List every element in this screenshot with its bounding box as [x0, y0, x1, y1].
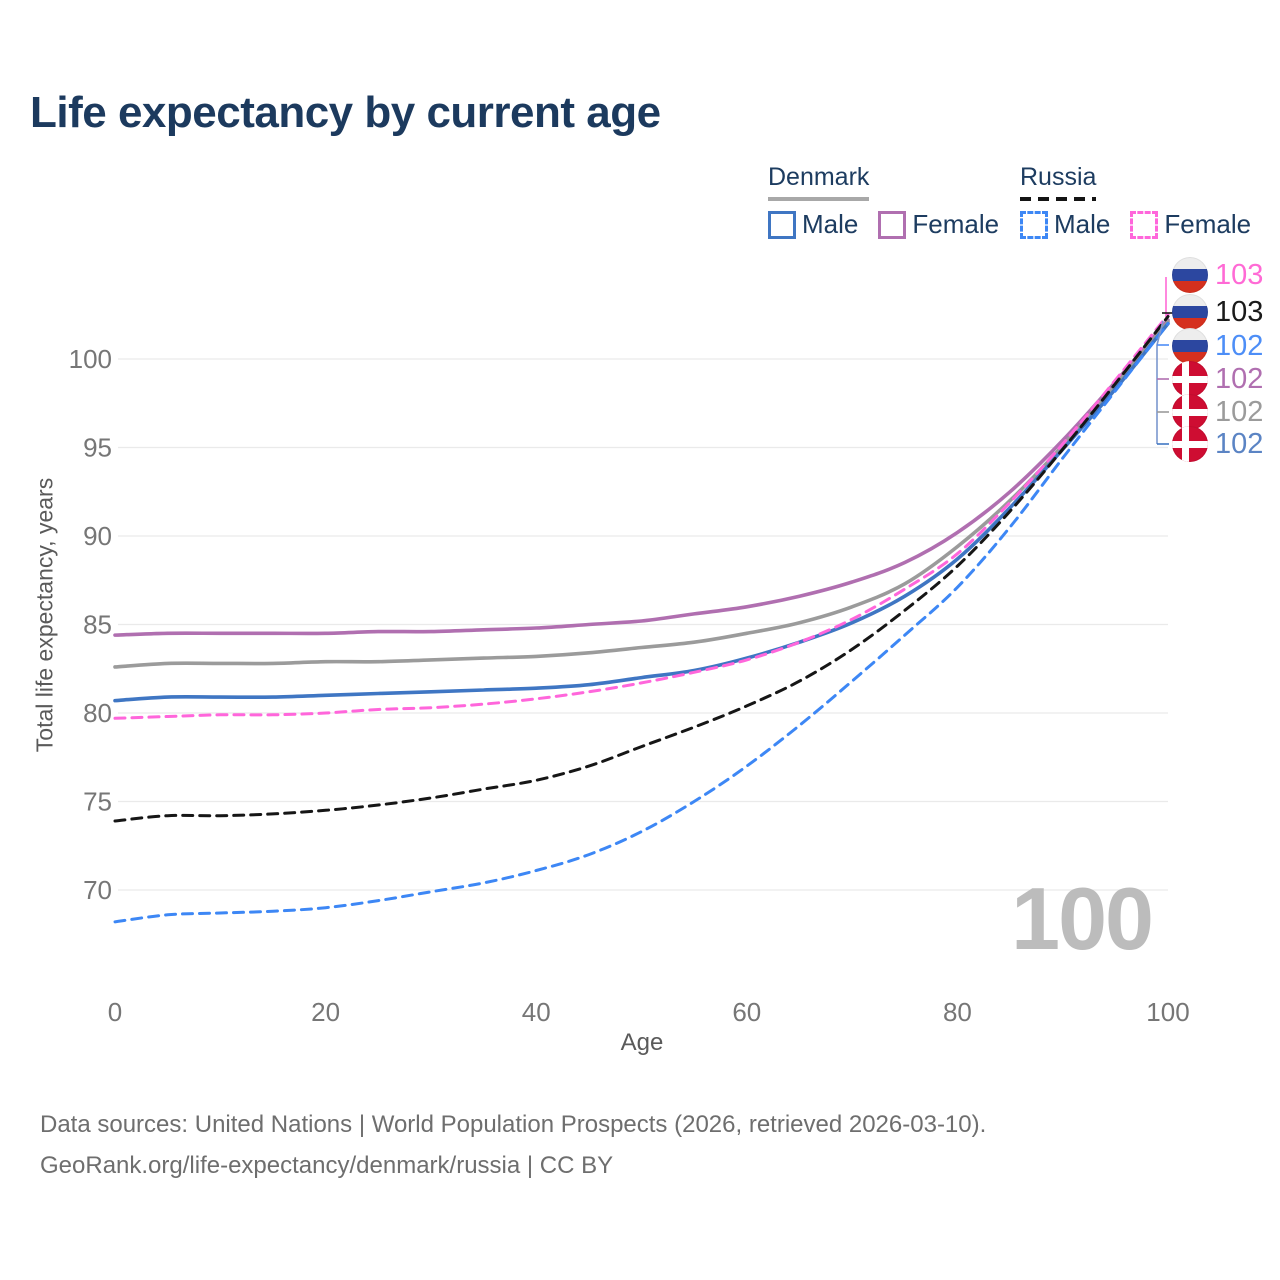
legend-items: Male Female — [768, 209, 999, 240]
end-label-value: 103 — [1215, 295, 1264, 328]
y-tick-label: 90 — [83, 521, 112, 551]
y-tick-label: 95 — [83, 433, 112, 463]
leader-bracket — [1156, 320, 1164, 444]
end-label-russia-female: 103 — [1172, 256, 1263, 294]
series-line-russia-female — [113, 313, 1170, 720]
legend-dashed-rule — [1020, 197, 1096, 201]
series-line-russia-male — [113, 322, 1170, 924]
y-axis-title: Total life expectancy, years — [31, 477, 58, 753]
x-tick-label: 100 — [1146, 997, 1189, 1027]
legend-item-russia-male[interactable]: Male — [1020, 209, 1110, 240]
legend-group-title: Russia — [1020, 163, 1097, 191]
denmark-flag-icon — [1172, 361, 1208, 397]
end-label-denmark-male: 102 — [1172, 425, 1263, 463]
legend-item-label: Male — [1054, 209, 1111, 239]
end-label-denmark-total: 102 — [1172, 393, 1263, 431]
end-label-value: 102 — [1215, 362, 1264, 395]
legend-item-denmark-male[interactable]: Male — [768, 209, 858, 240]
end-label-value: 102 — [1215, 329, 1264, 362]
x-tick-label: 20 — [311, 997, 340, 1027]
y-tick-label: 100 — [69, 344, 112, 374]
legend-item-label: Male — [802, 209, 859, 239]
x-tick-label: 0 — [108, 997, 122, 1027]
series-line-denmark-total — [113, 320, 1170, 669]
legend-swatch-icon — [1020, 210, 1048, 239]
end-label-value: 103 — [1215, 258, 1264, 291]
x-tick-label: 80 — [943, 997, 972, 1027]
end-label-russia-male: 102 — [1172, 327, 1263, 365]
x-tick-label: 60 — [732, 997, 761, 1027]
attribution-line: GeoRank.org/life-expectancy/denmark/russ… — [40, 1152, 614, 1179]
series-line-denmark-male — [113, 321, 1170, 703]
legend-items: Male Female — [1020, 209, 1251, 240]
legend-item-label: Female — [912, 209, 1000, 239]
legend-group-russia: Russia Male Female — [1020, 163, 1251, 240]
series-line-russia-total — [113, 315, 1170, 823]
series-line-denmark-female — [113, 318, 1170, 637]
age-counter-watermark: 100 — [1011, 869, 1154, 968]
end-label-value: 102 — [1215, 427, 1264, 460]
end-label-value: 102 — [1215, 395, 1264, 428]
y-tick-label: 85 — [83, 610, 112, 640]
legend-group-denmark: Denmark Male Female — [768, 163, 999, 240]
legend-solid-rule — [768, 197, 869, 201]
end-label-russia-total: 103 — [1172, 293, 1263, 331]
data-sources-line: Data sources: United Nations | World Pop… — [40, 1111, 987, 1138]
x-axis-title: Age — [621, 1029, 664, 1056]
end-label-denmark-female: 102 — [1172, 360, 1263, 398]
legend-swatch-icon — [878, 210, 907, 239]
page-title: Life expectancy by current age — [30, 88, 661, 137]
denmark-flag-icon — [1172, 394, 1208, 430]
y-tick-label: 80 — [83, 698, 112, 728]
legend-item-denmark-female[interactable]: Female — [878, 209, 999, 240]
x-tick-label: 40 — [522, 997, 551, 1027]
legend-group-title: Denmark — [768, 163, 870, 191]
y-tick-label: 70 — [83, 875, 112, 905]
russia-flag-icon — [1172, 328, 1208, 364]
denmark-flag-icon — [1172, 426, 1208, 462]
footer: Data sources: United Nations | World Pop… — [40, 1104, 986, 1186]
legend-swatch-icon — [768, 210, 796, 239]
y-tick-label: 75 — [83, 787, 112, 817]
legend-item-russia-female[interactable]: Female — [1130, 209, 1251, 240]
russia-flag-icon — [1172, 294, 1208, 330]
russia-flag-icon — [1172, 257, 1208, 293]
legend-swatch-icon — [1130, 210, 1159, 239]
legend-item-label: Female — [1164, 209, 1252, 239]
